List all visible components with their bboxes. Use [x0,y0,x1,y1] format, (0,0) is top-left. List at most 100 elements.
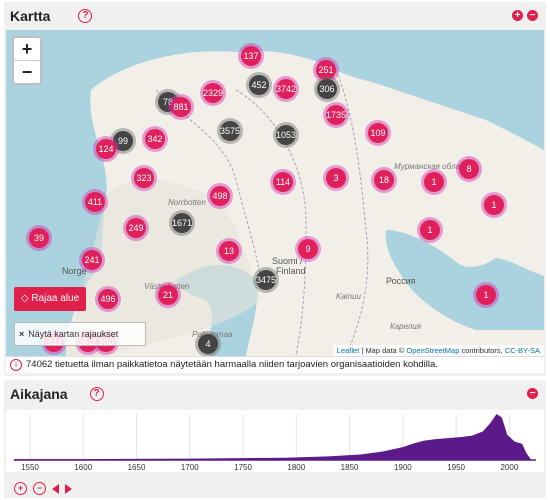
place-label: Norrbotten [168,198,206,207]
limit-area-button[interactable]: ◇ Rajaa alue [14,287,86,311]
license-link[interactable]: CC-BY-SA [504,346,540,355]
cluster-marker[interactable]: 251 [313,57,339,83]
cluster-count: 411 [85,192,105,212]
zoom-out-button[interactable]: − [14,60,40,83]
show-map-limits-label: Näytä kartan rajaukset [28,329,119,339]
cluster-marker[interactable]: 109 [365,120,391,146]
diamond-icon: ◇ [20,293,29,304]
map-panel-header: Kartta ? + − [4,2,546,30]
cluster-count: 881 [171,97,191,117]
cluster-marker[interactable]: 3475 [253,267,279,293]
cluster-count: 323 [134,168,154,188]
show-map-limits-toggle[interactable]: × Näytä kartan rajaukset [14,322,146,346]
cluster-count: 109 [368,123,388,143]
limit-area-label: Rajaa alue [31,293,80,304]
cluster-marker[interactable]: 452 [246,72,272,98]
place-label: Мурманская область [394,162,475,171]
x-tick-label: 1850 [341,463,359,472]
cluster-count: 498 [210,186,230,206]
attribution-text: | Map data © [361,346,405,355]
cluster-count: 3 [326,168,346,188]
cluster-marker[interactable]: 1735 [323,102,349,128]
cluster-marker[interactable]: 881 [168,94,194,120]
timeline-chart[interactable]: 1550 1600 1650 1700 1750 1800 1850 1900 1950 2000 [6,410,544,472]
zoom-out-icon[interactable]: − [33,482,46,495]
cluster-count: 18 [374,170,394,190]
cluster-marker[interactable]: 4 [195,331,221,356]
timeline-panel-header: Aikajana ? − [4,380,546,408]
timeline-plot: 1550 1600 1650 1700 1750 1800 1850 1900 1950 2000 [14,414,536,472]
cluster-count: 137 [241,46,261,66]
cluster-marker[interactable]: 8 [456,156,482,182]
timeline-controls: + − [14,482,72,495]
cluster-marker[interactable]: 9 [295,236,321,262]
cluster-marker[interactable]: 39 [26,225,52,251]
cluster-count: 249 [126,218,146,238]
cluster-marker[interactable]: 2329 [200,80,226,106]
zoom-in-icon[interactable]: + [14,482,27,495]
cluster-marker[interactable]: 249 [123,215,149,241]
cluster-marker[interactable]: 124 [93,136,119,162]
cluster-count: 3475 [256,270,276,290]
cluster-count: 241 [82,250,102,270]
cluster-marker[interactable]: 1 [481,192,507,218]
attribution-contrib: contributors, [461,346,503,355]
no-location-notice: i 74062 tietuetta ilman paikkatietoa näyt… [6,356,544,373]
country-label: Россия [386,276,416,286]
map-view[interactable]: + − Мурманская область Norrbotten Väster… [6,30,544,356]
cluster-count: 1671 [172,213,192,233]
cluster-count: 1053 [276,125,296,145]
leaflet-link[interactable]: Leaflet [336,346,360,355]
cluster-count: 39 [29,228,49,248]
cluster-marker[interactable]: 411 [82,189,108,215]
cluster-marker[interactable]: 21 [155,282,181,308]
collapse-button[interactable]: − [527,388,538,399]
cluster-marker[interactable]: 498 [207,183,233,209]
cluster-marker[interactable]: 1671 [169,210,195,236]
collapse-button[interactable]: − [527,10,538,21]
cluster-marker[interactable]: 3575 [217,118,243,144]
timeline-area [14,414,531,460]
cluster-count: 1 [476,285,496,305]
question-circle-icon[interactable]: ? [89,387,104,401]
cluster-marker[interactable]: 1 [421,169,447,195]
cluster-marker[interactable]: 323 [131,165,157,191]
cluster-marker[interactable]: 1053 [273,122,299,148]
cluster-marker[interactable]: 3 [323,165,349,191]
x-tick-label: 1950 [447,463,465,472]
cluster-marker[interactable]: 18 [371,167,397,193]
cluster-count: 1 [424,172,444,192]
cluster-marker[interactable]: 496 [95,286,121,312]
pan-right-icon[interactable] [65,483,72,494]
timeline-panel-title: Aikajana [10,386,68,402]
cluster-count: 114 [273,172,293,192]
osm-link[interactable]: OpenStreetMap [406,346,460,355]
cluster-count: 1 [484,195,504,215]
cluster-count: 8 [459,159,479,179]
cluster-marker[interactable]: 99 [110,128,136,154]
x-tick-label: 1700 [181,463,199,472]
pan-left-icon[interactable] [52,483,59,494]
zoom-in-button[interactable]: + [21,39,33,59]
cluster-marker[interactable]: 306 [314,76,340,102]
cluster-marker[interactable]: 241 [79,247,105,273]
cluster-count: 9 [298,239,318,259]
cluster-marker[interactable]: 3742 [273,76,299,102]
x-tick-label: 1750 [234,463,252,472]
country-label: Finland [276,266,306,276]
cluster-marker[interactable]: 114 [270,169,296,195]
cluster-count: 342 [145,129,165,149]
cluster-count: 496 [98,289,118,309]
cluster-marker[interactable]: 13 [216,238,242,264]
question-circle-icon[interactable]: ? [78,9,93,23]
map-panel-title: Kartta [10,8,51,24]
x-tick-label: 2000 [500,463,518,472]
map-attribution: Leaflet | Map data © OpenStreetMap contr… [332,345,544,356]
cluster-marker[interactable]: 1 [473,282,499,308]
expand-button[interactable]: + [512,10,523,21]
cluster-marker[interactable]: 1 [417,217,443,243]
cluster-count: 306 [317,79,337,99]
cluster-marker[interactable]: 342 [142,126,168,152]
cluster-marker[interactable]: 137 [238,43,264,69]
x-tick-label: 1650 [128,463,146,472]
